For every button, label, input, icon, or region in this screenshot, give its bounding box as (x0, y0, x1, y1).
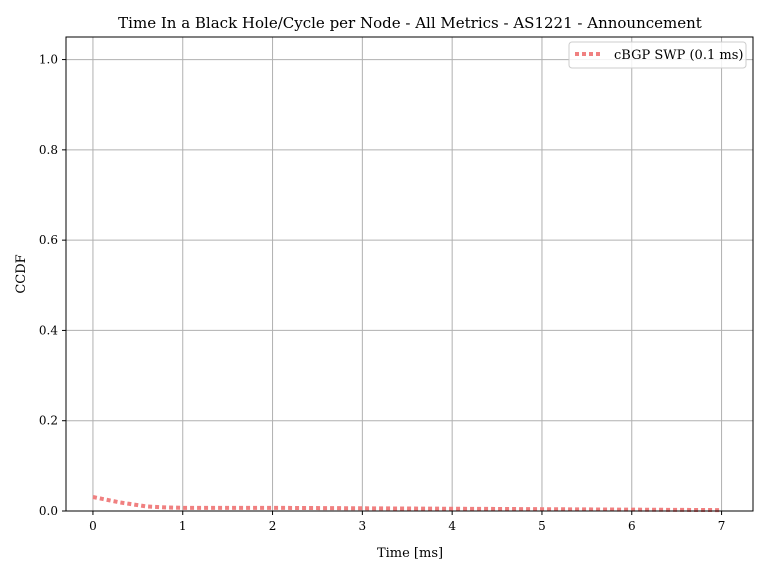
legend-box (568, 41, 747, 69)
legend: cBGP SWP (0.1 ms) (568, 41, 747, 69)
series-layer (92, 495, 722, 513)
y-tick-label: 0.0 (39, 504, 58, 518)
y-tick-label: 1.0 (39, 53, 58, 67)
ticks: 0 1 2 3 4 5 6 7 0.0 0.2 0.4 0.6 0.8 1.0 (39, 53, 725, 533)
x-axis-label: Time [ms] (377, 546, 443, 561)
series-line (92, 495, 722, 513)
y-tick-label: 0.4 (39, 323, 58, 337)
x-tick-label: 2 (269, 519, 277, 533)
y-tick-label: 0.2 (39, 414, 58, 428)
y-tick-label: 0.8 (39, 143, 58, 157)
x-tick-label: 0 (89, 519, 97, 533)
chart-title: Time In a Black Hole/Cycle per Node - Al… (118, 14, 702, 32)
y-tick-label: 0.6 (39, 233, 58, 247)
grid-lines (66, 37, 753, 512)
x-tick-label: 4 (448, 519, 456, 533)
x-tick-label: 6 (628, 519, 636, 533)
y-axis-label: CCDF (14, 254, 29, 293)
x-tick-label: 1 (179, 519, 187, 533)
x-tick-label: 3 (359, 519, 367, 533)
legend-entry-label: cBGP SWP (0.1 ms) (614, 48, 743, 63)
x-tick-label: 5 (538, 519, 546, 533)
x-tick-label: 7 (718, 519, 726, 533)
plot-frame (65, 36, 754, 512)
